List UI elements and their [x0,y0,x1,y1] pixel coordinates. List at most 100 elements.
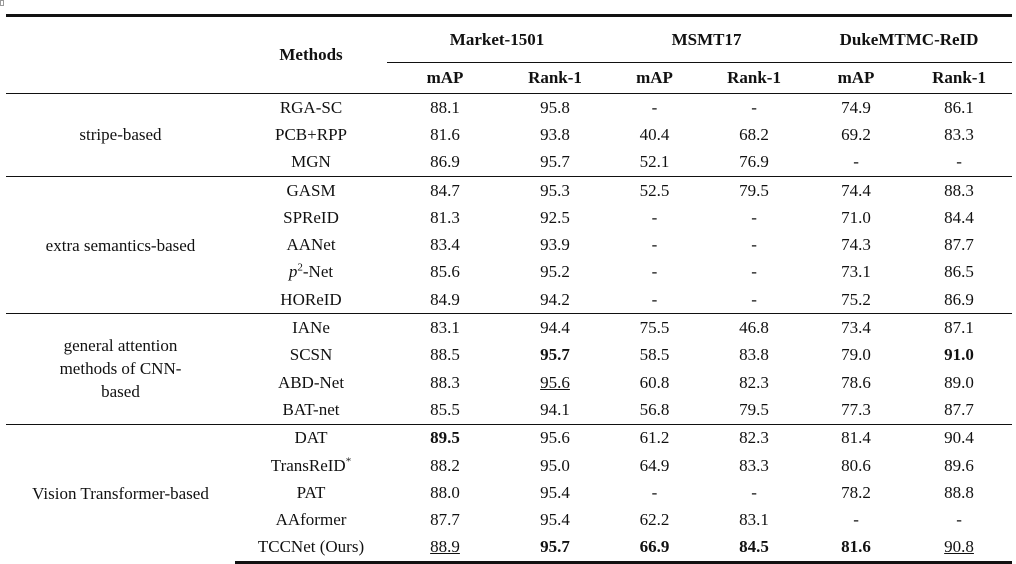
metric-value-text: 83.8 [739,345,769,365]
metric-value: 66.9 [607,533,703,564]
metric-value-text: 83.1 [739,510,769,530]
method-name: TCCNet (Ours) [235,533,387,564]
metric-value-text: 85.5 [430,399,460,419]
metric-value: 95.0 [503,452,607,479]
metric-value: 40.4 [607,121,702,148]
metric-value-text: 76.9 [739,152,769,172]
metric-value: - [806,149,906,177]
metric-value-text: - [751,289,757,309]
metric-value-text: - [651,97,658,117]
metric-value: 84.4 [906,204,1012,231]
metric-value: 80.6 [806,452,906,479]
metric-header: Rank-1 [727,68,781,87]
table-body: stripe-based RGA-SC 88.1 95.8 - - 74.9 86.1 PCB+… [6,93,1013,564]
metric-value: 64.9 [607,452,702,479]
metric-value: 88.8 [906,479,1012,506]
metric-value-text: 86.1 [944,97,974,117]
metric-value: 95.3 [503,175,608,205]
metric-value: 74.3 [806,231,906,258]
metric-value-text: 73.1 [841,262,871,282]
metric-value: 86.1 [906,93,1013,122]
metric-value-text: 84.5 [739,537,769,557]
metric-value: 90.8 [906,533,1013,564]
metric-value: 95.4 [503,506,607,533]
metric-value: 82.3 [702,423,807,452]
metric-value-text: 87.7 [944,399,974,419]
metric-value-text: 88.5 [430,345,460,365]
metric-value: 95.7 [503,533,608,564]
metric-value: 88.0 [387,479,503,506]
metric-value: 95.2 [503,259,607,286]
metric-value-text: 95.6 [540,428,570,448]
metric-value: 73.4 [806,313,907,342]
metric-value-text: 94.4 [540,318,570,338]
metric-value: 88.3 [906,175,1013,205]
metric-value-text: 74.3 [841,235,871,255]
metric-value: 73.1 [806,259,906,286]
metric-value: 87.7 [387,506,503,533]
metric-value: 79.5 [702,396,806,424]
metric-value: 60.8 [607,369,702,396]
metric-value-text: 94.2 [540,289,570,309]
metric-value-text: 95.6 [540,372,570,392]
metric-value: 81.6 [806,533,907,564]
method-name: DAT [235,423,387,452]
metric-value-text: 40.4 [639,124,670,144]
methods-header: Methods [235,14,387,94]
table-row: PCB+RPP 81.6 93.8 40.4 68.2 69.2 83.3 [6,121,1012,148]
table-row: AAformer 87.7 95.4 62.2 83.1 - - [6,506,1012,533]
metric-value: 84.7 [387,175,503,205]
metric-value: 86.9 [906,286,1012,314]
metric-value: 83.3 [702,452,806,479]
metric-value: 58.5 [607,342,702,369]
dataset-header-dukemtmc: DukeMTMC-ReID [806,14,1013,63]
metric-value: 82.3 [702,369,806,396]
metric-value-text: 82.3 [739,372,769,392]
metric-value: 89.0 [906,369,1012,396]
method-name: PAT [296,482,326,502]
metric-value-text: 95.8 [540,97,570,117]
group-label: Vision Transformer-based [32,484,209,504]
metric-value-text: - [751,262,757,282]
group-label-cell: Vision Transformer-based [6,423,235,563]
group-label: stripe-based [79,125,162,145]
table-row: PAT 88.0 95.4 - - 78.2 88.8 [6,479,1012,506]
metric-value: - [607,259,702,286]
method-name: TransReID* [235,452,387,479]
metric-value: 46.8 [702,313,807,342]
metric-value: 76.9 [702,149,806,177]
metric-value: 71.0 [806,204,906,231]
metric-value-text: 91.0 [944,345,974,365]
metric-value-text: 52.5 [639,180,670,200]
metric-value-text: 95.4 [540,510,570,530]
method-name: IANe [235,313,387,342]
metric-value-text: 83.3 [944,124,974,144]
metric-value-text: 94.1 [540,399,570,419]
header-row-datasets: Methods Market-1501 MSMT17 DukeMTMC-ReID [6,14,1013,94]
metric-value: - [702,259,806,286]
method-name: SCSN [289,345,333,365]
method-name-base: TransReID [270,455,346,475]
metric-value: 93.8 [503,121,607,148]
table-row: MGN 86.9 95.7 52.1 76.9 - - [6,149,1012,177]
metric-value-text: 74.4 [841,180,871,200]
metric-header: Rank-1 [932,68,986,87]
metric-value: 88.2 [387,452,503,479]
metric-value: - [607,93,703,122]
method-name: SPReID [283,207,339,227]
metric-value-text: 83.4 [430,235,460,255]
method-name: AANet [286,235,336,255]
table-row: ABD-Net 88.3 95.6 60.8 82.3 78.6 89.0 [6,369,1012,396]
metric-value-text: 83.3 [739,455,769,475]
metric-value-text: 86.9 [430,152,460,172]
metric-value: 83.1 [387,313,503,342]
metric-value-text: 78.6 [841,372,871,392]
metric-value-text: 95.7 [540,345,570,365]
table-row: SPReID 81.3 92.5 - - 71.0 84.4 [6,204,1012,231]
metric-value-text: 46.8 [739,318,769,338]
metric-value: 88.1 [387,93,503,122]
metric-value: 69.2 [806,121,906,148]
metric-value-text: 89.5 [430,428,460,448]
metric-value-text: - [853,510,859,530]
metric-value-text: - [651,235,658,255]
